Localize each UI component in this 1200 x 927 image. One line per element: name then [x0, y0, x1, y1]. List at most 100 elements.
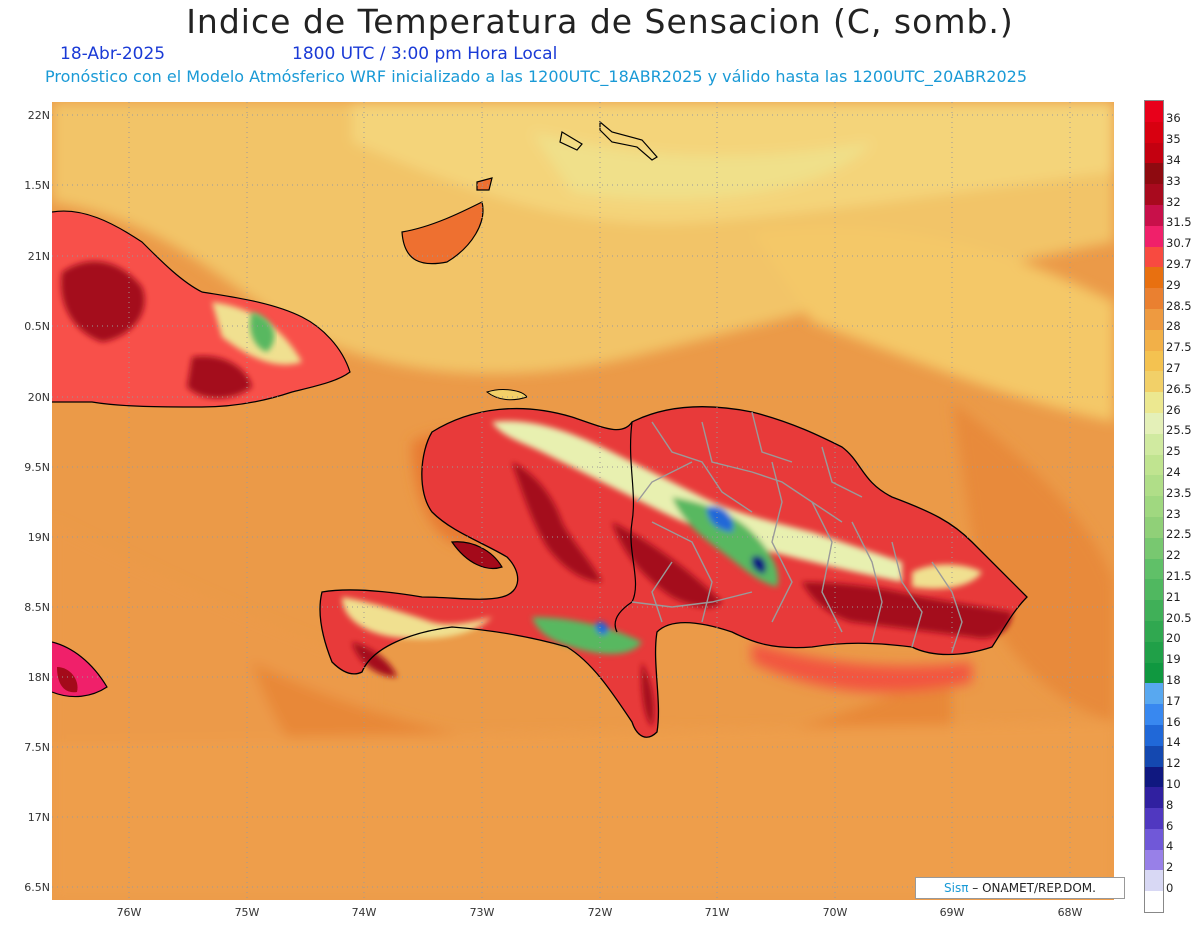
- colorbar-label: 31.5: [1166, 215, 1192, 230]
- credit-text: – ONAMET/REP.DOM.: [968, 881, 1096, 895]
- colorbar-swatch: [1145, 225, 1163, 247]
- colorbar-swatch: [1145, 724, 1163, 746]
- lon-label: 73W: [469, 906, 495, 919]
- colorbar-label: 36: [1166, 111, 1181, 126]
- colorbar-label: 32: [1166, 194, 1181, 209]
- colorbar-label: 25.5: [1166, 423, 1192, 438]
- province-boundaries: [631, 411, 963, 653]
- colorbar-swatch: [1145, 766, 1163, 788]
- jamaica-land: [52, 641, 108, 698]
- colorbar-swatch: [1145, 454, 1163, 476]
- colorbar-swatch: [1145, 475, 1163, 497]
- colorbar-label: 19: [1166, 652, 1181, 667]
- lat-label: 9.5N: [24, 461, 50, 474]
- lat-label: 20N: [27, 391, 50, 404]
- colorbar-label: 20: [1166, 631, 1181, 646]
- model-info: Pronóstico con el Modelo Atmósferico WRF…: [45, 67, 1028, 86]
- colorbar-label: 22: [1166, 548, 1181, 563]
- colorbar-swatch: [1145, 204, 1163, 226]
- lat-label: 1.5N: [24, 179, 50, 192]
- colorbar-swatch: [1145, 516, 1163, 538]
- colorbar-swatch: [1145, 891, 1163, 913]
- colorbar-swatch: [1145, 392, 1163, 413]
- colorbar-swatch: [1145, 246, 1163, 268]
- lat-label: 6.5N: [24, 881, 50, 894]
- colorbar-label: 4: [1166, 839, 1174, 854]
- valid-date: 18-Abr-2025: [60, 44, 166, 64]
- colorbar-swatch: [1145, 308, 1163, 330]
- colorbar-swatch: [1145, 288, 1163, 309]
- lon-label: 69W: [939, 906, 965, 919]
- colorbar-swatch: [1145, 558, 1163, 580]
- colorbar-label: 23.5: [1166, 485, 1192, 500]
- colorbar-label: 33: [1166, 173, 1181, 188]
- lon-label: 68W: [1057, 906, 1083, 919]
- lon-label: 71W: [704, 906, 730, 919]
- colorbar-label: 23: [1166, 506, 1181, 521]
- colorbar-label: 22.5: [1166, 527, 1192, 542]
- colorbar-swatch: [1145, 828, 1163, 850]
- colorbar-label: 12: [1166, 756, 1181, 771]
- colorbar-swatch: [1145, 496, 1163, 517]
- map-title: Indice de Temperatura de Sensacion (C, s…: [186, 2, 1014, 41]
- colorbar-swatch: [1145, 683, 1163, 705]
- colorbar-label: 28: [1166, 319, 1181, 334]
- map-canvas: [52, 102, 1114, 900]
- colorbar-swatch: [1145, 849, 1163, 871]
- colorbar-swatch: [1145, 620, 1163, 642]
- colorbar-swatch: [1145, 641, 1163, 663]
- colorbar-swatch: [1145, 184, 1163, 205]
- colorbar-label: 28.5: [1166, 298, 1192, 313]
- colorbar-swatch: [1145, 433, 1163, 455]
- colorbar: [1144, 100, 1164, 914]
- colorbar-swatch: [1145, 329, 1163, 351]
- lon-label: 75W: [234, 906, 260, 919]
- sispi-logo-text: Sisπ: [944, 881, 969, 895]
- colorbar-swatch: [1145, 579, 1163, 601]
- colorbar-label: 26.5: [1166, 381, 1192, 396]
- colorbar-swatch: [1145, 787, 1163, 809]
- colorbar-swatch: [1145, 371, 1163, 393]
- colorbar-swatch: [1145, 350, 1163, 372]
- colorbar-label: 17: [1166, 693, 1181, 708]
- colorbar-label: 35: [1166, 132, 1181, 147]
- lat-label: 8.5N: [24, 601, 50, 614]
- colorbar-label: 30.7: [1166, 236, 1192, 251]
- colorbar-swatch: [1145, 870, 1163, 892]
- colorbar-label: 0: [1166, 881, 1174, 896]
- lon-label: 72W: [587, 906, 613, 919]
- colorbar-label: 14: [1166, 735, 1181, 750]
- lat-label: 19N: [27, 531, 50, 544]
- colorbar-label: 26: [1166, 402, 1181, 417]
- colorbar-swatch: [1145, 537, 1163, 559]
- colorbar-swatch: [1145, 662, 1163, 684]
- colorbar-label: 34: [1166, 153, 1181, 168]
- lat-label: 22N: [27, 109, 50, 122]
- colorbar-swatch: [1145, 704, 1163, 725]
- colorbar-label: 2: [1166, 860, 1174, 875]
- colorbar-swatch: [1145, 412, 1163, 434]
- hispaniola-land: [319, 406, 1028, 738]
- cuba-land: [52, 210, 351, 408]
- colorbar-label: 10: [1166, 777, 1181, 792]
- lat-label: 7.5N: [24, 741, 50, 754]
- lon-label: 74W: [351, 906, 377, 919]
- valid-time: 1800 UTC / 3:00 pm Hora Local: [292, 44, 558, 64]
- colorbar-swatch: [1145, 745, 1163, 767]
- colorbar-label: 21.5: [1166, 569, 1192, 584]
- lat-label: 17N: [27, 811, 50, 824]
- lat-label: 18N: [27, 671, 50, 684]
- colorbar-swatch: [1145, 163, 1163, 185]
- colorbar-label: 24: [1166, 465, 1181, 480]
- colorbar-label: 20.5: [1166, 610, 1192, 625]
- lon-label: 76W: [116, 906, 142, 919]
- map-graticule: [52, 102, 1114, 900]
- colorbar-swatch: [1145, 101, 1163, 122]
- colorbar-swatch: [1145, 267, 1163, 289]
- colorbar-label: 6: [1166, 818, 1174, 833]
- forecast-map: [52, 102, 1114, 900]
- colorbar-label: 16: [1166, 714, 1181, 729]
- colorbar-label: 27: [1166, 361, 1181, 376]
- credit-box: Sisπ – ONAMET/REP.DOM.: [915, 877, 1125, 899]
- colorbar-label: 25: [1166, 444, 1181, 459]
